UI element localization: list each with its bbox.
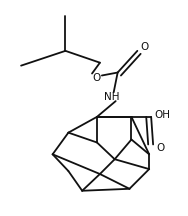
Text: O: O <box>156 143 164 153</box>
Text: O: O <box>93 73 101 83</box>
Text: O: O <box>140 42 148 52</box>
Text: OH: OH <box>154 110 170 120</box>
Text: NH: NH <box>104 92 120 102</box>
